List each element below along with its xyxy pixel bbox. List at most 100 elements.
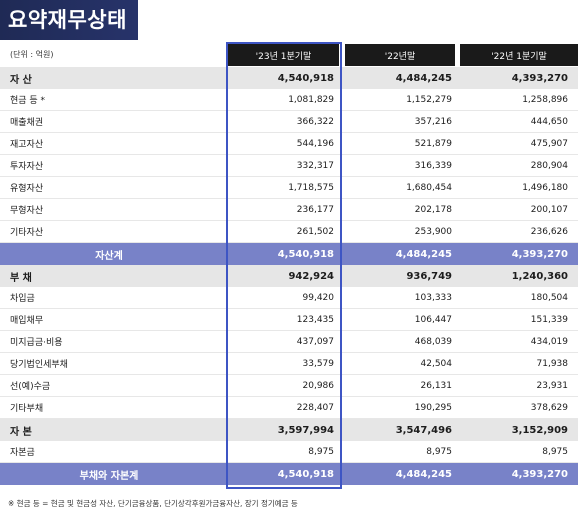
row-label: 부 채 (10, 272, 32, 284)
row-value-col1: 42,504 (420, 358, 453, 369)
total-row: 부채와 자본계 4,540,918 4,484,245 4,393,270 (0, 463, 578, 485)
row-value-col2: 1,258,896 (522, 94, 568, 105)
row-value-col0: 99,420 (302, 292, 335, 303)
section-row: 자 산 4,540,918 4,484,245 4,393,270 (0, 67, 578, 89)
row-value-col2: 4,393,270 (511, 72, 568, 84)
row-value-col0: 4,540,918 (277, 248, 334, 260)
row-value-col1: 4,484,245 (395, 72, 452, 84)
row-value-col2: 151,339 (530, 314, 568, 325)
row-value-col2: 4,393,270 (511, 248, 568, 260)
row-value-col2: 200,107 (530, 204, 568, 215)
row-value-col1: 521,879 (414, 138, 452, 149)
row-label: 유형자산 (10, 184, 44, 194)
row-value-col1: 468,039 (414, 336, 452, 347)
row-label: 기타자산 (10, 228, 44, 238)
row-value-col0: 33,579 (302, 358, 335, 369)
row-label: 투자자산 (10, 162, 44, 172)
row-value-col1: 106,447 (414, 314, 452, 325)
row-label: 매입채무 (10, 316, 44, 326)
table-row: 매입채무 123,435 106,447 151,339 (0, 309, 578, 331)
column-header-2022-end: '22년말 (345, 44, 455, 66)
row-value-col2: 3,152,909 (511, 424, 568, 436)
row-value-col2: 4,393,270 (511, 468, 568, 480)
row-value-col0: 332,317 (296, 160, 334, 171)
title-banner: 요약재무상태 (0, 0, 138, 40)
row-value-col0: 437,097 (296, 336, 334, 347)
row-label: 재고자산 (10, 140, 44, 150)
row-value-col2: 434,019 (530, 336, 568, 347)
row-value-col0: 123,435 (296, 314, 334, 325)
table-row: 무형자산 236,177 202,178 200,107 (0, 199, 578, 221)
section-row: 자 본 3,597,994 3,547,496 3,152,909 (0, 419, 578, 441)
table-row: 차입금 99,420 103,333 180,504 (0, 287, 578, 309)
row-value-col1: 190,295 (414, 402, 452, 413)
row-label: 자 본 (10, 426, 32, 438)
row-value-col2: 444,650 (530, 116, 568, 127)
row-value-col2: 378,629 (530, 402, 568, 413)
row-value-col1: 8,975 (426, 446, 452, 457)
row-value-col0: 228,407 (296, 402, 334, 413)
table-row: 매출채권 366,322 357,216 444,650 (0, 111, 578, 133)
row-value-col2: 1,240,360 (511, 270, 568, 282)
row-value-col1: 4,484,245 (395, 468, 452, 480)
table-row: 미지급금·비용 437,097 468,039 434,019 (0, 331, 578, 353)
row-label: 자산계 (95, 250, 123, 262)
table-row: 자본금 8,975 8,975 8,975 (0, 441, 578, 463)
row-value-col2: 280,904 (530, 160, 568, 171)
row-value-col1: 4,484,245 (395, 248, 452, 260)
table-row: 당기법인세부채 33,579 42,504 71,938 (0, 353, 578, 375)
table-row: 기타부채 228,407 190,295 378,629 (0, 397, 578, 419)
row-value-col0: 236,177 (296, 204, 334, 215)
row-value-col1: 103,333 (414, 292, 452, 303)
row-value-col2: 1,496,180 (522, 182, 568, 193)
row-value-col2: 71,938 (536, 358, 569, 369)
row-value-col1: 316,339 (414, 160, 452, 171)
column-header-q1-2023: '23년 1분기말 (228, 44, 339, 66)
row-value-col0: 3,597,994 (277, 424, 334, 436)
row-label: 선(예)수금 (10, 382, 51, 392)
row-value-col2: 23,931 (536, 380, 569, 391)
row-label: 무형자산 (10, 206, 44, 216)
row-value-col1: 202,178 (414, 204, 452, 215)
row-value-col2: 475,907 (530, 138, 568, 149)
row-value-col2: 8,975 (542, 446, 568, 457)
column-header-q1-2022: '22년 1분기말 (460, 44, 578, 66)
row-value-col1: 1,680,454 (406, 182, 452, 193)
row-label: 현금 등 * (10, 96, 46, 106)
row-value-col1: 936,749 (406, 270, 452, 282)
row-value-col0: 544,196 (296, 138, 334, 149)
row-label: 자 산 (10, 74, 32, 86)
row-value-col0: 1,718,575 (288, 182, 334, 193)
table-row: 유형자산 1,718,575 1,680,454 1,496,180 (0, 177, 578, 199)
table-row: 투자자산 332,317 316,339 280,904 (0, 155, 578, 177)
row-value-col0: 261,502 (296, 226, 334, 237)
row-value-col1: 357,216 (414, 116, 452, 127)
row-value-col1: 26,131 (420, 380, 453, 391)
row-label: 자본금 (10, 448, 35, 458)
row-value-col0: 942,924 (288, 270, 334, 282)
row-label: 차입금 (10, 294, 35, 304)
footnote: ※ 현금 등 = 현금 및 현금성 자산, 단기금융상품, 단기상각후원가금융자… (8, 499, 298, 508)
row-label: 당기법인세부채 (10, 360, 68, 370)
row-value-col0: 20,986 (302, 380, 335, 391)
row-value-col0: 366,322 (296, 116, 334, 127)
page-title: 요약재무상태 (8, 8, 127, 32)
row-label: 기타부채 (10, 404, 44, 414)
row-value-col1: 1,152,279 (406, 94, 452, 105)
row-label: 부채와 자본계 (79, 470, 139, 482)
row-value-col0: 1,081,829 (288, 94, 334, 105)
row-value-col0: 4,540,918 (277, 72, 334, 84)
table-row: 재고자산 544,196 521,879 475,907 (0, 133, 578, 155)
row-value-col0: 4,540,918 (277, 468, 334, 480)
table-row: 기타자산 261,502 253,900 236,626 (0, 221, 578, 243)
row-value-col1: 3,547,496 (395, 424, 452, 436)
table-row: 현금 등 * 1,081,829 1,152,279 1,258,896 (0, 89, 578, 111)
row-label: 매출채권 (10, 118, 44, 128)
row-value-col1: 253,900 (414, 226, 452, 237)
row-label: 미지급금·비용 (10, 338, 63, 348)
total-row: 자산계 4,540,918 4,484,245 4,393,270 (0, 243, 578, 265)
row-value-col2: 236,626 (530, 226, 568, 237)
unit-label: (단위 : 억원) (10, 50, 54, 59)
row-value-col2: 180,504 (530, 292, 568, 303)
table-row: 선(예)수금 20,986 26,131 23,931 (0, 375, 578, 397)
